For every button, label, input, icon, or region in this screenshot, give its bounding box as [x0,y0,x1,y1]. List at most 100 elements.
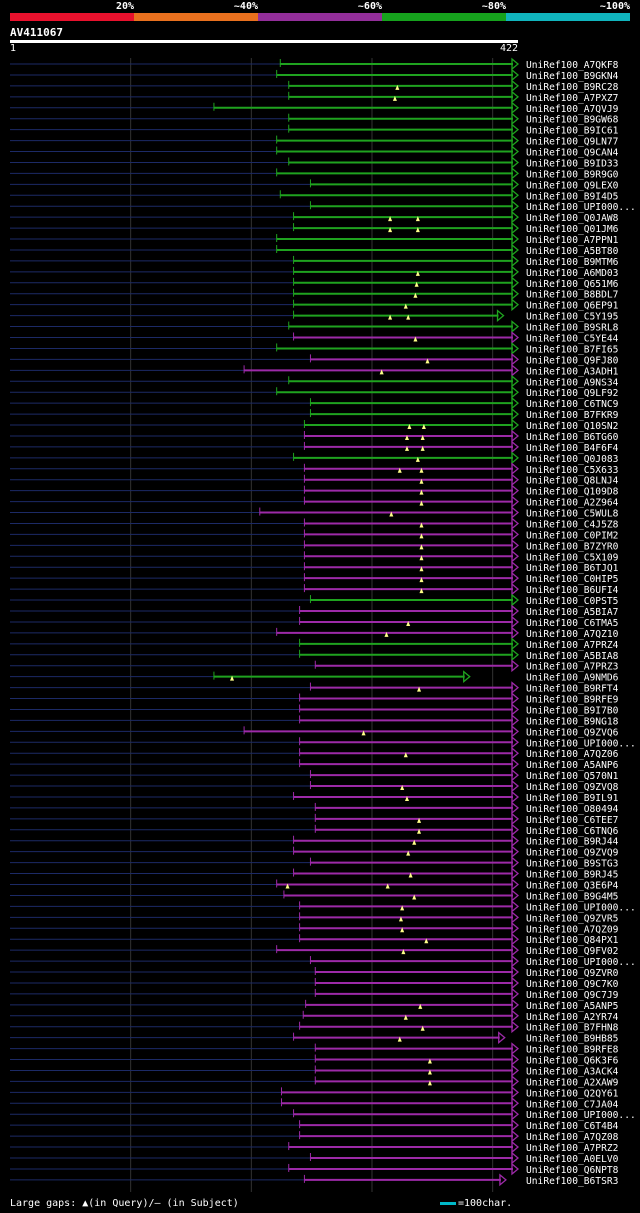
hit-arrow [511,167,520,180]
query-ruler: 1 422 [10,40,518,54]
hit-row: UniRef100_Q2QY61 [10,1085,619,1099]
query-gap-marker [413,336,418,342]
query-gap-marker [406,620,411,626]
hit-row: UniRef100_Q9LN77 [10,134,619,148]
hit-arrow [511,1096,520,1110]
query-gap-marker [389,511,394,517]
hit-label: UniRef100_A7QKF8 [526,60,619,71]
hit-label: UniRef100_C5X109 [526,552,619,563]
hit-label: UniRef100_Q0JAW8 [526,213,619,224]
hit-label: UniRef100_Q9ZVR5 [526,913,618,924]
query-gap-marker [420,445,425,451]
hit-row: UniRef100_B9RFT4 [10,681,619,695]
hit-row: UniRef100_C6T4B4 [10,1118,619,1132]
hit-arrow [511,68,520,82]
hit-label: UniRef100_A7QZ09 [526,924,619,935]
hit-label: UniRef100_B9GKN4 [526,71,619,82]
hit-label: UniRef100_C5YE44 [526,334,619,345]
hit-arrow [511,790,520,804]
hit-label: UniRef100_A5BIA7 [526,607,619,618]
hit-arrow [511,473,520,487]
hit-label: UniRef100_Q9LEX0 [526,180,619,191]
hit-label: UniRef100_C6TNC9 [526,399,619,410]
hit-row: UniRef100_B6TJQ1 [10,560,619,574]
hit-arrow [511,1053,520,1066]
query-gap-marker [395,84,400,90]
hit-label: UniRef100_UPI000... [526,1110,636,1121]
query-gap-marker [403,303,408,309]
hit-arrow [511,396,520,410]
hit-arrow [511,352,520,366]
hit-row: UniRef100_UPI000... [10,199,636,213]
hit-row: UniRef100_A5BIA8 [10,648,619,662]
hit-arrow [511,418,520,432]
query-gap-marker [379,369,384,375]
hit-label: UniRef100_B9RJ45 [526,870,618,881]
hit-row: UniRef100_B6UFI4 [10,582,619,596]
hit-label: UniRef100_Q9LN77 [526,137,619,148]
query-name: AV411067 [10,26,63,39]
query-gap-marker [400,785,405,791]
hit-label: UniRef100_Q9LF92 [526,388,618,399]
hit-arrow [498,1031,506,1045]
hit-arrow [511,932,520,946]
hit-label: UniRef100_B9MTM6 [526,257,619,268]
hit-row: UniRef100_B9ID33 [10,156,619,169]
hit-label: UniRef100_C6TNQ6 [526,826,619,837]
query-gap-marker [425,358,430,364]
hit-row: UniRef100_A7QKF8 [10,57,619,71]
query-gap-marker [417,686,422,692]
hit-row: UniRef100_C0PIM2 [10,528,618,541]
hit-row: UniRef100_Q651M6 [10,276,619,290]
hit-arrow [511,856,520,870]
hit-label: UniRef100_A7PRZ2 [526,1143,618,1154]
hit-row: UniRef100_A9NMD6 [10,670,619,684]
hit-arrow [511,123,520,137]
hit-row: UniRef100_A7QZ10 [10,626,619,640]
hit-label: UniRef100_A2XAW9 [526,1077,619,1088]
hit-label: UniRef100_Q9ZVQ8 [526,782,619,793]
query-gap-marker [401,949,406,955]
hit-arrow [511,779,520,793]
hit-label: UniRef100_Q84PX1 [526,935,619,946]
hit-label: UniRef100_C5Y195 [526,312,618,323]
hit-label: UniRef100_B7FI65 [526,344,618,355]
query-gap-marker [384,631,389,637]
scale-legend: =100char. [440,1198,512,1209]
hit-arrow [511,331,520,344]
hit-label: UniRef100_A5BIA8 [526,651,619,662]
hit-arrow [511,265,520,279]
hit-arrow [511,517,520,530]
hit-row: UniRef100_Q9LEX0 [10,177,619,191]
query-gap-marker [419,467,424,473]
query-gap-marker [415,456,420,462]
hit-row: UniRef100_Q570N1 [10,768,619,782]
query-gap-marker [403,1014,408,1020]
hit-arrow [511,1107,520,1121]
query-gap-marker [417,828,422,834]
hit-label: UniRef100_A5BT80 [526,246,619,257]
hit-arrow [511,1042,520,1055]
hit-row: UniRef100_Q3E6P4 [10,878,619,892]
hit-row: UniRef100_C5YE44 [10,331,619,345]
hit-row: UniRef100_B9G4M5 [10,889,618,902]
hit-arrow [511,604,520,618]
hit-label: UniRef100_Q0J083 [526,454,619,465]
hit-label: UniRef100_C7JA04 [526,1099,619,1110]
legend-segment [10,13,134,21]
hit-row: UniRef100_B9I4D5 [10,188,618,202]
legend-segment [258,13,382,21]
hit-label: UniRef100_A7PRZ4 [526,640,619,651]
legend-label: ~40% [233,1,258,12]
hit-label: UniRef100_B9RJ44 [526,837,619,848]
hit-label: UniRef100_B9NG18 [526,716,619,727]
hit-row: UniRef100_B9SRL8 [10,320,619,334]
hit-arrow [511,637,520,651]
hit-row: UniRef100_B9STG3 [10,856,619,870]
hit-row: UniRef100_A2Z964 [10,495,619,509]
hit-arrow [496,309,505,323]
hit-row: UniRef100_A7QVJ9 [10,101,619,115]
hit-arrow [511,276,520,290]
hit-arrow [511,1151,520,1165]
hit-arrow [511,145,520,158]
